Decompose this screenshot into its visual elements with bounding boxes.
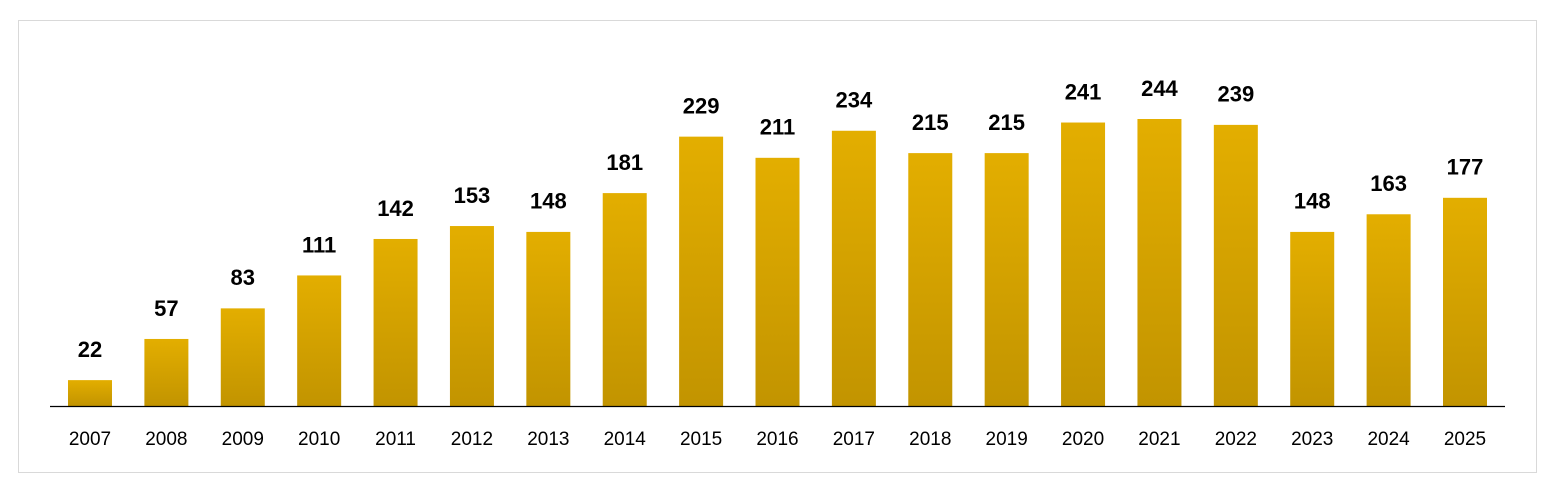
bar <box>297 275 342 406</box>
x-tick-label: 2022 <box>1215 429 1257 450</box>
x-tick-label: 2013 <box>527 429 569 450</box>
bar <box>1443 197 1487 406</box>
value-label: 57 <box>154 296 178 321</box>
bar <box>755 157 800 406</box>
value-label: 111 <box>302 232 336 257</box>
bar <box>220 308 265 406</box>
value-label: 215 <box>988 110 1025 135</box>
x-tick-label: 2017 <box>833 429 875 450</box>
value-label: 239 <box>1217 82 1254 107</box>
x-tick-label: 2009 <box>222 429 264 450</box>
x-tick-label: 2021 <box>1138 429 1180 450</box>
x-tick-label: 2012 <box>451 429 493 450</box>
x-tick-label: 2010 <box>298 429 340 450</box>
bar <box>1061 122 1106 406</box>
value-label: 148 <box>1294 189 1331 214</box>
x-tick-label: 2025 <box>1444 429 1486 450</box>
x-tick-label: 2016 <box>756 429 798 450</box>
value-label: 22 <box>78 337 102 362</box>
value-label: 177 <box>1447 155 1484 180</box>
value-label: 153 <box>454 183 491 208</box>
x-tick-label: 2008 <box>145 429 187 450</box>
value-label: 211 <box>760 115 796 140</box>
bar <box>526 231 571 406</box>
x-tick-label: 2018 <box>909 429 951 450</box>
bar <box>1213 124 1258 406</box>
bar <box>602 193 647 406</box>
bar <box>68 380 112 406</box>
bar <box>908 153 953 406</box>
value-label: 181 <box>606 150 643 175</box>
value-label: 142 <box>377 196 414 221</box>
value-label: 234 <box>836 88 873 113</box>
bar <box>144 338 189 406</box>
x-tick-label: 2011 <box>375 429 416 450</box>
plot-area: 22 2007 57 2008 83 2009 111 2010 142 2011 153 2012 1… <box>68 76 1487 450</box>
x-tick-label: 2019 <box>986 429 1028 450</box>
value-label: 241 <box>1065 79 1102 104</box>
x-tick-label: 2023 <box>1291 429 1333 450</box>
x-tick-label: 2007 <box>69 429 111 450</box>
bar <box>449 226 494 406</box>
bar <box>1290 231 1335 406</box>
bar <box>984 153 1029 406</box>
bar <box>679 136 724 407</box>
x-tick-label: 2024 <box>1367 429 1410 450</box>
bar <box>1366 214 1411 406</box>
value-label: 215 <box>912 110 949 135</box>
value-label: 148 <box>530 189 567 214</box>
value-label: 163 <box>1370 171 1407 196</box>
bar <box>831 130 876 406</box>
x-tick-label: 2015 <box>680 429 722 450</box>
x-tick-label: 2014 <box>604 429 647 450</box>
value-label: 229 <box>683 93 720 118</box>
bar <box>1137 119 1182 406</box>
value-label: 83 <box>231 265 255 290</box>
x-tick-label: 2020 <box>1062 429 1104 450</box>
value-label: 244 <box>1141 76 1178 101</box>
bar <box>373 238 418 406</box>
